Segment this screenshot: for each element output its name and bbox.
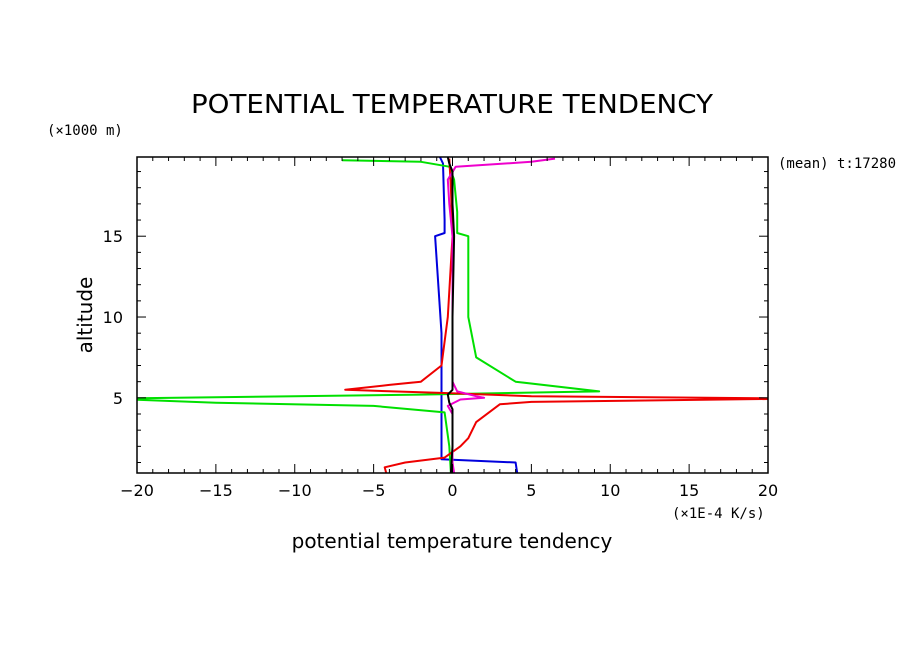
x-tick-label: −20 [120, 481, 154, 500]
x-axis-label: potential temperature tendency [292, 529, 613, 553]
series-line-1 [434, 157, 519, 473]
y-unit-label: (×1000 m) [47, 123, 123, 139]
x-tick-label: 0 [447, 481, 457, 500]
x-tick-label: −10 [278, 481, 312, 500]
x-tick-label: −15 [199, 481, 233, 500]
y-tick-label: 15 [103, 227, 123, 246]
x-unit-label: (×1E-4 K/s) [672, 506, 765, 522]
y-tick-label: 5 [113, 389, 123, 408]
x-tick-label: 20 [758, 481, 778, 500]
x-tick-label: 5 [526, 481, 536, 500]
chart-title: POTENTIAL TEMPERATURE TENDENCY [191, 90, 713, 120]
y-tick-label: 10 [103, 308, 123, 327]
x-tick-label: 10 [600, 481, 620, 500]
annotation-label: (mean) t:17280 [778, 156, 896, 172]
series-line-2 [137, 159, 601, 473]
x-tick-label: 15 [679, 481, 699, 500]
series-line-3 [344, 158, 768, 473]
series-line-4 [446, 157, 556, 473]
series-line-5 [446, 157, 456, 473]
x-tick-label: −5 [362, 481, 386, 500]
y-axis-label: altitude [73, 277, 97, 354]
